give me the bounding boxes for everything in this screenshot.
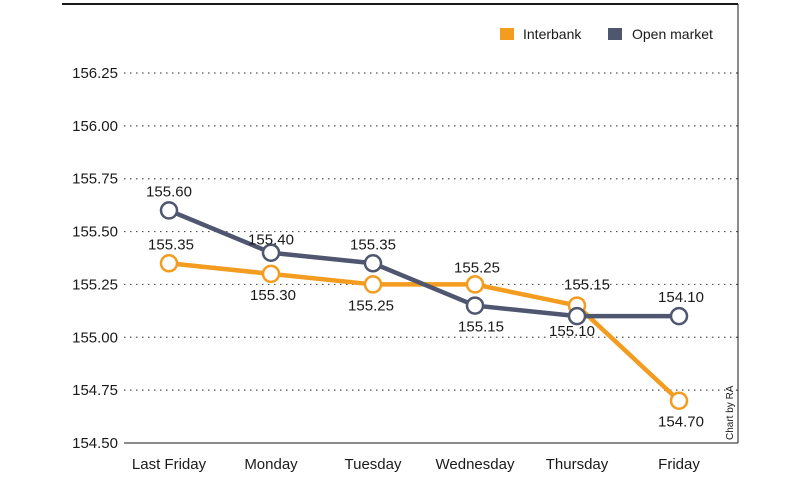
legend-swatch-open-market — [608, 28, 622, 40]
data-point-open-market — [159, 201, 179, 220]
data-point-open-market — [363, 254, 383, 273]
data-label-open-market: 155.10 — [549, 323, 595, 340]
data-label-interbank: 155.25 — [348, 297, 394, 314]
data-label-interbank: 155.30 — [250, 287, 296, 304]
y-tick-label: 155.25 — [72, 276, 118, 293]
x-tick-label: Wednesday — [436, 456, 515, 473]
x-tick-label: Friday — [658, 456, 700, 473]
y-tick-label: 155.00 — [72, 329, 118, 346]
legend-label-open-market: Open market — [632, 26, 713, 42]
legend-label-interbank: Interbank — [523, 26, 582, 42]
legend: Interbank Open market — [500, 26, 713, 42]
data-point-open-market — [669, 306, 689, 326]
y-tick-label: 154.75 — [72, 382, 118, 399]
data-label-open-market: 155.40 — [248, 232, 294, 249]
x-tick-label: Monday — [244, 456, 298, 473]
data-point-interbank — [159, 254, 179, 273]
legend-swatch-interbank — [500, 28, 514, 40]
x-axis-ticks: Last Friday Monday Tuesday Wednesday Thursda… — [132, 456, 700, 473]
data-point-open-market — [465, 296, 485, 315]
y-tick-label: 155.50 — [72, 224, 118, 241]
y-axis-ticks: 156.25 156.00 155.75 155.50 155.25 155.00 154.… — [72, 65, 118, 452]
data-labels: 155.35 155.30 155.25 155.25 155.15 154.70 155.… — [146, 183, 704, 430]
y-tick-label: 155.75 — [72, 171, 118, 188]
data-point-open-market — [261, 243, 281, 262]
y-tick-label: 154.50 — [72, 435, 118, 452]
data-point-open-market — [567, 306, 587, 326]
y-tick-label: 156.00 — [72, 118, 118, 135]
data-point-interbank — [465, 275, 485, 294]
data-point-interbank — [669, 391, 689, 410]
data-label-open-market: 155.35 — [350, 236, 396, 253]
data-point-interbank — [261, 264, 281, 284]
series-line-open-market — [166, 208, 682, 319]
x-tick-label: Tuesday — [345, 456, 402, 473]
series-points — [159, 201, 689, 410]
data-point-interbank — [363, 275, 383, 294]
x-tick-label: Last Friday — [132, 456, 207, 473]
chart-credit: Chart by RA — [725, 385, 736, 440]
data-label-interbank: 155.35 — [148, 236, 194, 253]
data-label-interbank: 154.70 — [658, 414, 704, 431]
data-label-open-market: 155.60 — [146, 183, 192, 200]
y-tick-label: 156.25 — [72, 65, 118, 82]
data-label-interbank: 155.15 — [564, 277, 610, 294]
data-label-open-market: 154.10 — [658, 289, 704, 306]
x-tick-label: Thursday — [546, 456, 609, 473]
data-label-open-market: 155.15 — [458, 319, 504, 336]
data-label-interbank: 155.25 — [454, 259, 500, 276]
series-lines — [166, 208, 682, 403]
